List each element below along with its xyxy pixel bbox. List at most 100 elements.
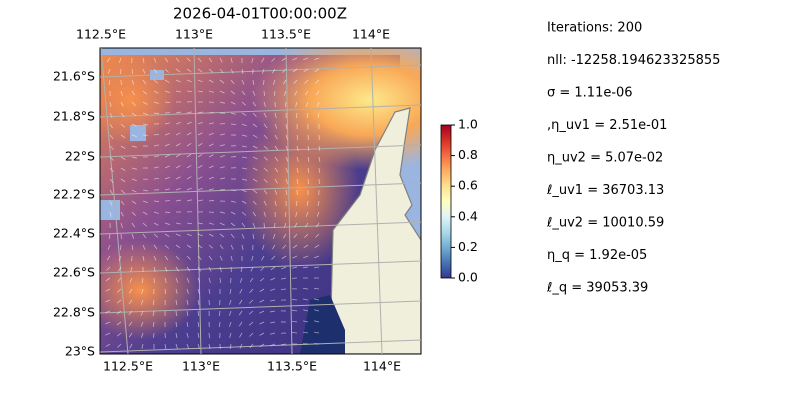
flow-arrow	[263, 200, 267, 206]
flow-arrow	[270, 321, 276, 324]
flow-arrow	[208, 143, 214, 147]
flow-arrow	[141, 288, 144, 294]
colorbar-tick-label: 0.2	[458, 239, 478, 254]
flow-arrow	[164, 288, 167, 295]
flow-arrow	[271, 255, 276, 260]
colorbar-tick-label: 0.8	[458, 147, 478, 162]
flow-arrow	[219, 57, 223, 63]
flow-arrow	[119, 68, 122, 75]
flow-arrow	[229, 299, 232, 305]
flow-arrow	[116, 310, 122, 315]
flow-arrow	[109, 211, 112, 217]
flow-arrow	[303, 309, 309, 312]
flow-arrow	[274, 145, 279, 151]
flow-arrow	[120, 211, 124, 217]
flow-arrow	[131, 189, 137, 193]
flow-arrow	[219, 155, 225, 158]
flow-arrow	[120, 222, 123, 228]
flow-arrow	[142, 255, 145, 261]
flow-arrow	[208, 165, 214, 169]
flow-arrow	[259, 288, 265, 292]
flow-arrow	[153, 255, 157, 261]
info-text: Iterations: 200	[547, 21, 642, 36]
flow-arrow	[208, 233, 214, 237]
flow-arrow	[314, 255, 320, 259]
flow-arrow	[164, 154, 170, 158]
flow-arrow	[164, 266, 168, 272]
flow-arrow	[164, 343, 167, 349]
flow-arrow	[142, 222, 147, 227]
flow-arrow	[131, 112, 137, 117]
flow-arrow	[109, 112, 113, 118]
colorbar-tick-label: 0.6	[458, 178, 478, 193]
flow-arrow	[164, 57, 169, 63]
flow-arrow	[241, 101, 247, 106]
grid-line	[100, 64, 421, 78]
flow-arrow	[219, 266, 222, 272]
flow-arrow	[219, 222, 225, 226]
flow-arrow	[230, 101, 236, 105]
flow-arrow	[186, 153, 192, 158]
flow-arrow	[153, 233, 159, 238]
flow-arrow	[186, 57, 191, 62]
lat-label: 21.6°S	[53, 69, 95, 84]
flow-arrow	[274, 156, 279, 162]
flow-arrow	[285, 123, 288, 129]
flow-arrow	[153, 68, 158, 74]
flow-arrow	[303, 331, 309, 334]
flow-arrow	[120, 145, 126, 149]
flow-arrow	[280, 288, 287, 290]
flow-arrow	[263, 233, 265, 240]
flow-arrow	[116, 299, 122, 304]
info-text: η_q = 1.92e-05	[547, 248, 647, 263]
flow-arrow	[175, 121, 181, 125]
flow-arrow	[218, 310, 221, 317]
flow-arrow	[118, 255, 122, 261]
flow-arrow	[197, 90, 203, 93]
flow-arrow	[295, 101, 298, 107]
flow-arrow	[128, 332, 133, 338]
flow-arrow	[120, 178, 126, 183]
flow-arrow	[241, 211, 247, 216]
flow-arrow	[141, 277, 144, 284]
flow-arrow	[117, 277, 122, 283]
flow-arrow	[197, 187, 203, 191]
flow-arrow	[263, 156, 269, 161]
flow-arrow	[230, 211, 236, 215]
flow-arrow	[219, 244, 224, 250]
flow-arrow	[142, 90, 147, 95]
flow-arrow	[296, 167, 299, 173]
flow-arrow	[315, 79, 320, 84]
flow-arrow	[296, 145, 299, 151]
flow-arrow	[263, 178, 268, 183]
flow-arrow	[317, 112, 320, 118]
flow-arrow	[318, 156, 321, 162]
lon-label-top: 113.5°E	[261, 27, 311, 42]
flow-arrow	[186, 299, 189, 305]
flow-arrow	[314, 57, 320, 61]
flow-arrow	[241, 112, 247, 116]
flow-arrow	[241, 178, 247, 181]
lat-label: 23°S	[65, 344, 95, 359]
flow-arrow	[120, 101, 124, 107]
flow-arrow	[164, 143, 170, 147]
flow-arrow	[274, 123, 278, 129]
flow-arrow	[239, 277, 243, 283]
grid-line	[100, 48, 129, 354]
flow-arrow	[186, 288, 189, 294]
flow-arrow	[241, 134, 247, 137]
flow-arrow	[241, 244, 244, 250]
flow-arrow	[131, 200, 137, 205]
flow-arrow	[252, 233, 255, 239]
lon-label-top: 112.5°E	[76, 27, 126, 42]
flow-arrow	[142, 200, 148, 204]
flow-arrow	[175, 266, 179, 272]
flow-arrow	[219, 255, 223, 261]
flow-arrow	[302, 287, 309, 290]
flow-arrow	[186, 68, 192, 73]
flow-arrow	[153, 166, 159, 169]
flow-arrow	[262, 244, 265, 250]
flow-arrow	[208, 255, 213, 261]
flow-arrow	[153, 101, 159, 104]
